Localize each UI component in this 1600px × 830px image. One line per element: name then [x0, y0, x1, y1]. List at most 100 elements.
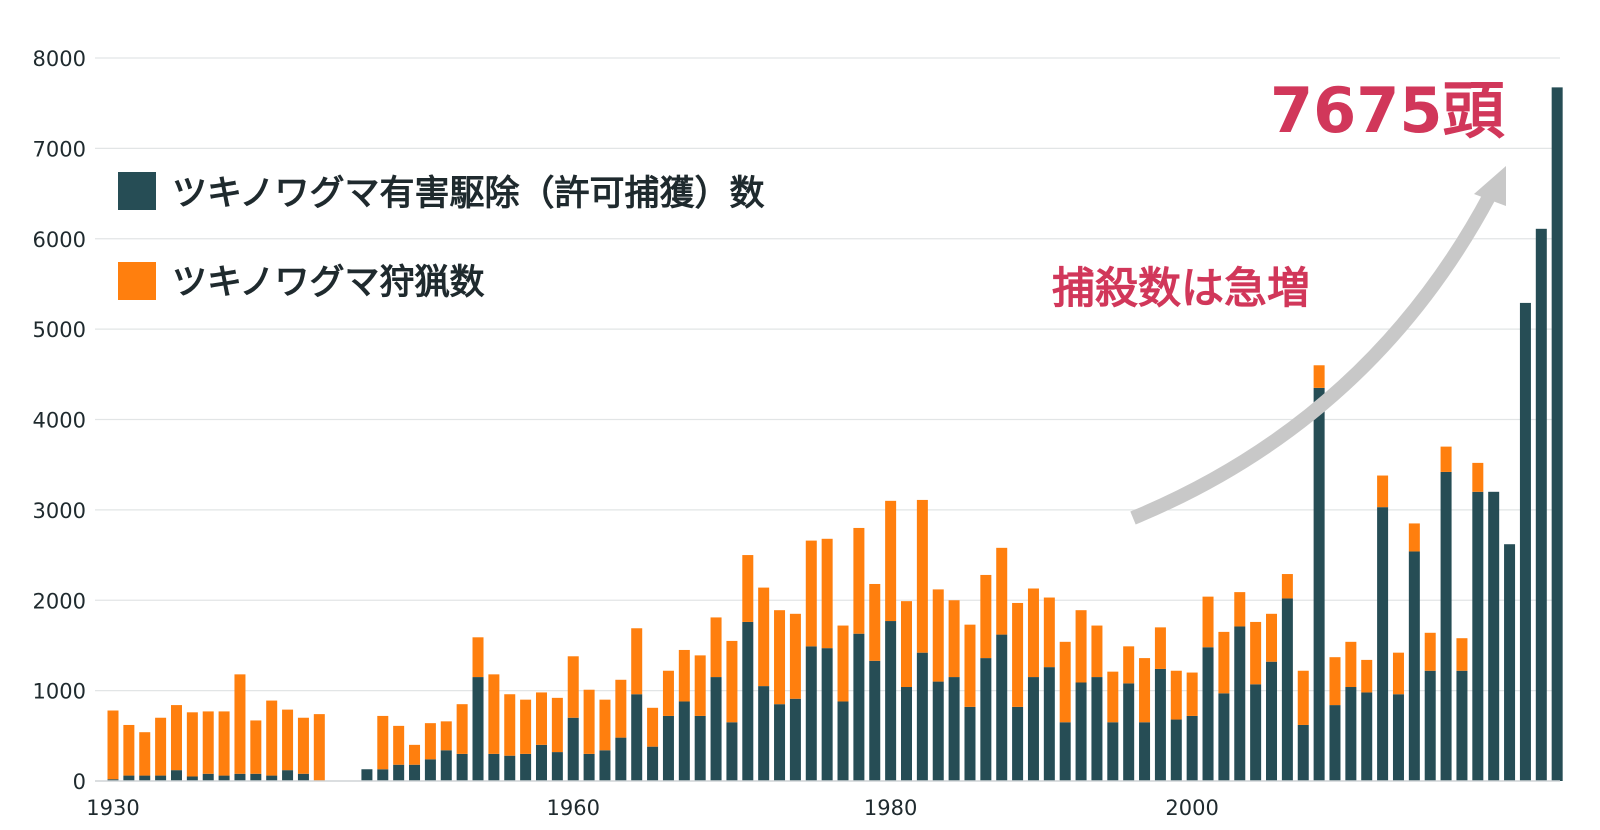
- bar-hunting-1996: [1250, 621, 1262, 685]
- bar-culling-2010: [1472, 491, 1484, 781]
- bar-culling-1944: [424, 759, 436, 781]
- y-tick-5000: 5000: [33, 318, 86, 342]
- bar-hunting-1984: [1059, 641, 1071, 723]
- trend-arrow: [1130, 166, 1506, 525]
- bar-culling-1941: [377, 769, 389, 781]
- bar-culling-1953: [567, 717, 579, 781]
- bar-culling-1940: [361, 769, 373, 781]
- bar-hunting-1954: [583, 689, 595, 754]
- bar-hunting-1966: [774, 610, 786, 705]
- bar-hunting-1949: [504, 694, 516, 756]
- bar-culling-1926: [139, 775, 151, 781]
- legend-swatch-hunting: [118, 262, 156, 300]
- bar-hunting-1985: [1075, 610, 1087, 683]
- y-tick-1000: 1000: [33, 680, 86, 704]
- bar-culling-1959: [662, 715, 674, 781]
- bar-hunting-1968: [805, 540, 817, 647]
- bar-hunting-1967: [789, 613, 801, 699]
- legend-label-culling: ツキノワグマ有害駆除（許可捕獲）数: [172, 174, 765, 214]
- bar-culling-1958: [647, 746, 659, 781]
- bar-hunting-1998: [1281, 574, 1293, 599]
- bar-hunting-1955: [599, 699, 611, 751]
- y-tick-8000: 8000: [33, 47, 86, 71]
- x-tick-1980: 1980: [864, 796, 917, 820]
- bar-hunting-1960: [678, 649, 690, 702]
- y-tick-4000: 4000: [33, 409, 86, 433]
- bar-hunting-1944: [424, 723, 436, 760]
- bar-hunting-2003: [1361, 659, 1373, 693]
- bar-hunting-1997: [1266, 613, 1278, 662]
- bar-hunting-1933: [250, 720, 262, 774]
- bar-hunting-2001: [1329, 657, 1341, 706]
- bar-culling-1924: [107, 779, 119, 781]
- bar-culling-1931: [218, 775, 230, 781]
- bar-culling-1999: [1297, 724, 1309, 781]
- bar-culling-1955: [599, 750, 611, 781]
- bar-culling-2011: [1488, 491, 1500, 781]
- bar-hunting-2002: [1345, 641, 1357, 688]
- bar-hunting-1935: [282, 709, 294, 771]
- bar-hunting-1983: [1043, 597, 1055, 668]
- bar-hunting-1952: [551, 697, 563, 753]
- bar-culling-2008: [1440, 471, 1452, 781]
- bar-culling-2002: [1345, 687, 1357, 781]
- bar-culling-1992: [1186, 715, 1198, 781]
- bar-culling-1930: [202, 773, 214, 781]
- bar-hunting-1990: [1154, 627, 1166, 669]
- bar-culling-2015: [1551, 87, 1563, 781]
- bar-culling-1927: [155, 775, 167, 781]
- bar-culling-1966: [774, 704, 786, 781]
- bar-culling-1968: [805, 646, 817, 781]
- bar-hunting-1925: [123, 724, 135, 776]
- bar-hunting-1975: [916, 499, 928, 653]
- bar-culling-2007: [1424, 670, 1436, 781]
- bar-culling-1936: [297, 773, 309, 781]
- bar-culling-1987: [1107, 722, 1119, 781]
- x-tick-2000: 2000: [1165, 796, 1218, 820]
- bar-hunting-1928: [170, 705, 182, 771]
- bar-hunting-1972: [869, 583, 881, 661]
- bar-hunting-2004: [1377, 475, 1389, 508]
- bar-hunting-2000: [1313, 365, 1325, 388]
- bar-culling-1996: [1250, 684, 1262, 781]
- bar-culling-1998: [1281, 598, 1293, 781]
- bar-hunting-1942: [393, 725, 405, 765]
- bar-culling-1970: [837, 701, 849, 781]
- bar-culling-1981: [1012, 706, 1024, 781]
- bar-hunting-1959: [662, 670, 674, 716]
- bar-culling-1984: [1059, 722, 1071, 781]
- bar-culling-1991: [1170, 719, 1182, 781]
- bar-hunting-1974: [901, 601, 912, 688]
- bar-hunting-1948: [488, 674, 500, 754]
- bar-culling-1972: [869, 660, 881, 781]
- bar-hunting-1947: [472, 637, 484, 678]
- bar-culling-1945: [440, 750, 452, 781]
- bar-hunting-2008: [1440, 446, 1452, 472]
- y-tick-6000: 6000: [33, 228, 86, 252]
- bar-culling-1962: [710, 677, 722, 781]
- bar-culling-1957: [631, 694, 643, 781]
- y-tick-0: 0: [73, 770, 86, 794]
- bar-hunting-1973: [885, 500, 897, 622]
- bar-culling-1933: [250, 773, 262, 781]
- bar-culling-1982: [1027, 677, 1039, 781]
- bar-hunting-1995: [1234, 592, 1246, 627]
- bar-culling-2003: [1361, 692, 1373, 781]
- bar-culling-1974: [901, 687, 912, 781]
- bar-culling-2013: [1519, 302, 1531, 781]
- legend: ツキノワグマ有害駆除（許可捕獲）数 ツキノワグマ狩猟数: [118, 172, 765, 303]
- bar-culling-2005: [1392, 694, 1404, 781]
- bar-culling-1997: [1266, 661, 1278, 781]
- bar-culling-1989: [1139, 722, 1151, 781]
- bar-hunting-1991: [1170, 670, 1182, 720]
- legend-swatch-culling: [118, 172, 156, 210]
- bar-hunting-1988: [1123, 646, 1135, 684]
- bar-hunting-1982: [1027, 588, 1039, 678]
- bar-hunting-1930: [202, 711, 214, 774]
- bar-hunting-1979: [980, 574, 992, 659]
- bar-hunting-1936: [297, 717, 309, 774]
- bar-hunting-1986: [1091, 625, 1103, 678]
- y-axis-ticks: 0 1000 2000 3000 4000 5000 6000 7000 8000: [33, 47, 86, 794]
- bar-hunting-1929: [186, 712, 198, 777]
- bar-hunting-1993: [1202, 596, 1214, 648]
